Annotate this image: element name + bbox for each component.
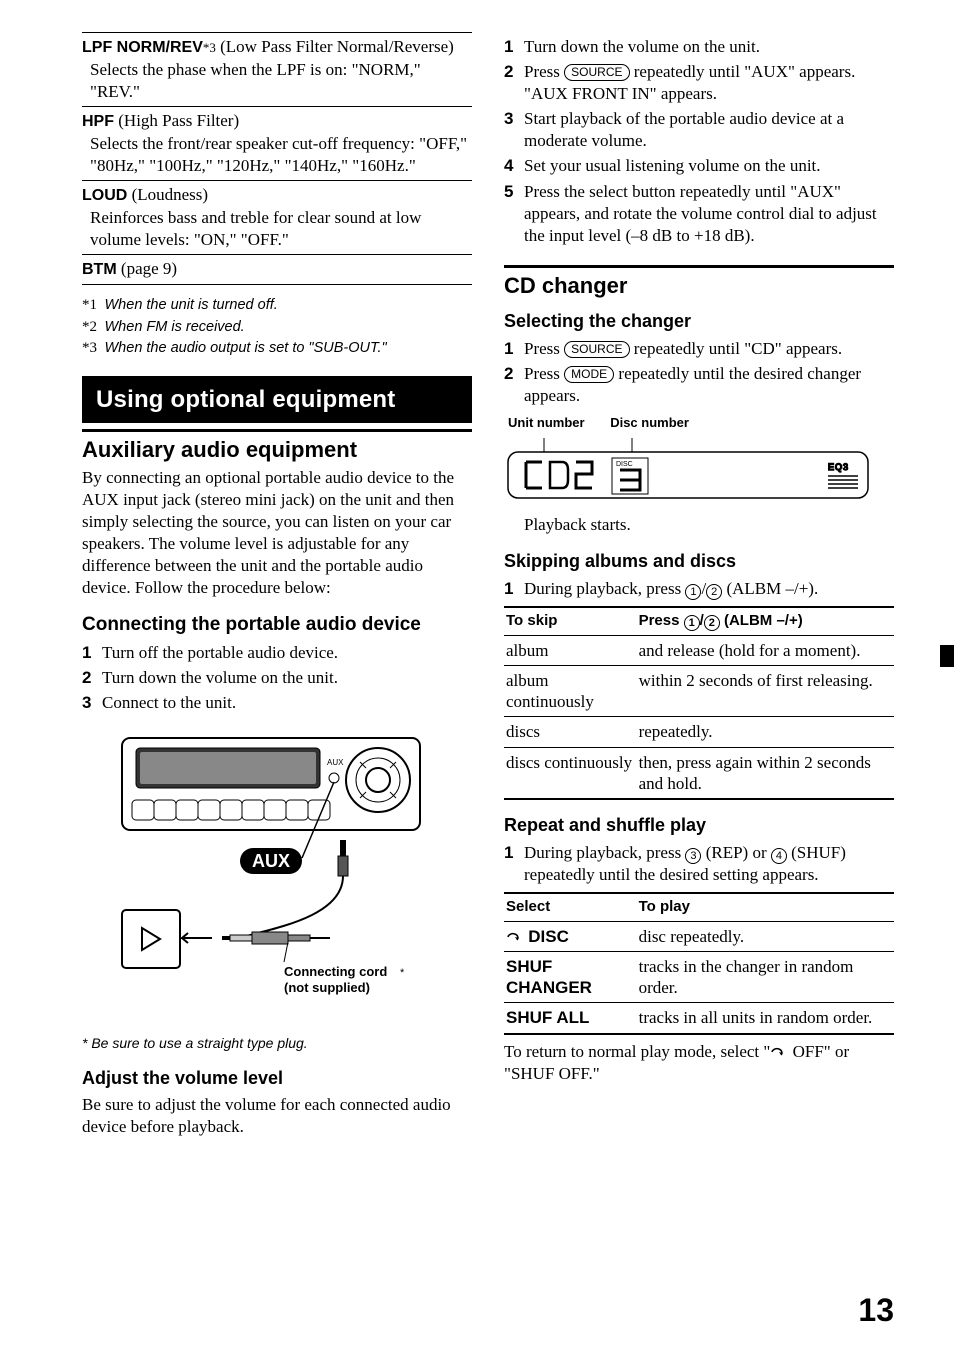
- right-column: 1Turn down the volume on the unit.2Press…: [504, 32, 894, 1138]
- definition-block: HPF (High Pass Filter)Selects the front/…: [82, 106, 472, 180]
- page-tab-marker: [940, 645, 954, 667]
- skipping-step: 1During playback, press 1/2 (ALBM –/+).: [504, 578, 894, 600]
- aux-small-label: AUX: [327, 758, 344, 767]
- adjust-paragraph: Be sure to adjust the volume for each co…: [82, 1094, 472, 1138]
- cd-changer-heading: CD changer: [504, 272, 894, 301]
- connect-steps: 1Turn off the portable audio device.2Tur…: [82, 642, 472, 714]
- footnotes: *1 When the unit is turned off.*2 When F…: [82, 295, 472, 360]
- definition-block: LPF NORM/REV*3 (Low Pass Filter Normal/R…: [82, 32, 472, 106]
- adjust-heading: Adjust the volume level: [82, 1067, 472, 1090]
- selecting-changer-steps: 1Press SOURCE repeatedly until "CD" appe…: [504, 338, 894, 407]
- aux-paragraph: By connecting an optional portable audio…: [82, 467, 472, 600]
- section-banner: Using optional equipment: [82, 376, 472, 423]
- aux-heading: Auxiliary audio equipment: [82, 436, 472, 465]
- disc-small-label: DISC: [616, 461, 633, 468]
- svg-text:*: *: [400, 967, 405, 979]
- cord-label-2: (not supplied): [284, 980, 370, 995]
- cord-label-1: Connecting cord: [284, 964, 387, 979]
- skipping-heading: Skipping albums and discs: [504, 550, 894, 573]
- playback-starts: Playback starts.: [524, 514, 894, 536]
- repeat-step: 1During playback, press 3 (REP) or 4 (SH…: [504, 842, 894, 886]
- display-labels: Unit number Disc number: [504, 415, 894, 432]
- aux-connection-diagram: AUX AUX: [112, 730, 472, 1026]
- repeat-shuffle-heading: Repeat and shuffle play: [504, 814, 894, 837]
- page-number: 13: [858, 1290, 894, 1332]
- left-column: LPF NORM/REV*3 (Low Pass Filter Normal/R…: [82, 32, 472, 1138]
- skip-table: To skipPress 1/2 (ALBM –/+)albumand rele…: [504, 606, 894, 801]
- definition-block: BTM (page 9): [82, 254, 472, 285]
- definition-block: LOUD (Loudness)Reinforces bass and trebl…: [82, 180, 472, 254]
- aux-badge: AUX: [252, 851, 290, 871]
- plug-note: * Be sure to use a straight type plug.: [82, 1034, 472, 1052]
- aux-volume-steps: 1Turn down the volume on the unit.2Press…: [504, 36, 894, 247]
- connect-heading: Connecting the portable audio device: [82, 613, 472, 638]
- return-note: To return to normal play mode, select " …: [504, 1041, 894, 1085]
- repeat-table: SelectTo play DISCdisc repeatedly.SHUF C…: [504, 892, 894, 1035]
- svg-text:EQ3: EQ3: [828, 462, 849, 472]
- cd-display-diagram: DISC EQ3: [504, 438, 894, 508]
- selecting-changer-heading: Selecting the changer: [504, 310, 894, 333]
